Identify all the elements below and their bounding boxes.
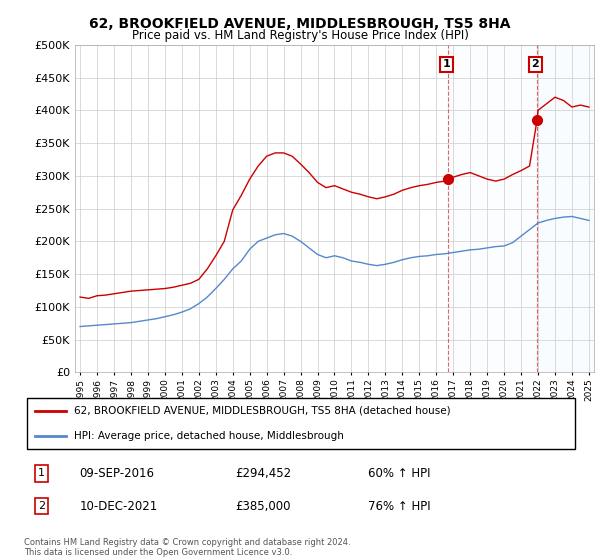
Text: 1: 1 xyxy=(38,468,45,478)
Text: £385,000: £385,000 xyxy=(235,500,290,512)
Bar xyxy=(448,45,537,372)
Text: 76% ↑ HPI: 76% ↑ HPI xyxy=(368,500,431,512)
Text: Price paid vs. HM Land Registry's House Price Index (HPI): Price paid vs. HM Land Registry's House … xyxy=(131,29,469,42)
Text: HPI: Average price, detached house, Middlesbrough: HPI: Average price, detached house, Midd… xyxy=(74,431,344,441)
Text: 62, BROOKFIELD AVENUE, MIDDLESBROUGH, TS5 8HA: 62, BROOKFIELD AVENUE, MIDDLESBROUGH, TS… xyxy=(89,17,511,31)
Text: 2: 2 xyxy=(38,501,45,511)
Text: 1: 1 xyxy=(442,59,450,69)
Text: 60% ↑ HPI: 60% ↑ HPI xyxy=(368,466,431,480)
Text: 10-DEC-2021: 10-DEC-2021 xyxy=(79,500,158,512)
Text: £294,452: £294,452 xyxy=(235,466,291,480)
Text: 2: 2 xyxy=(532,59,539,69)
Text: 62, BROOKFIELD AVENUE, MIDDLESBROUGH, TS5 8HA (detached house): 62, BROOKFIELD AVENUE, MIDDLESBROUGH, TS… xyxy=(74,406,451,416)
Bar xyxy=(537,45,594,372)
Text: Contains HM Land Registry data © Crown copyright and database right 2024.
This d: Contains HM Land Registry data © Crown c… xyxy=(24,538,350,557)
FancyBboxPatch shape xyxy=(27,398,575,449)
Text: 09-SEP-2016: 09-SEP-2016 xyxy=(79,466,155,480)
